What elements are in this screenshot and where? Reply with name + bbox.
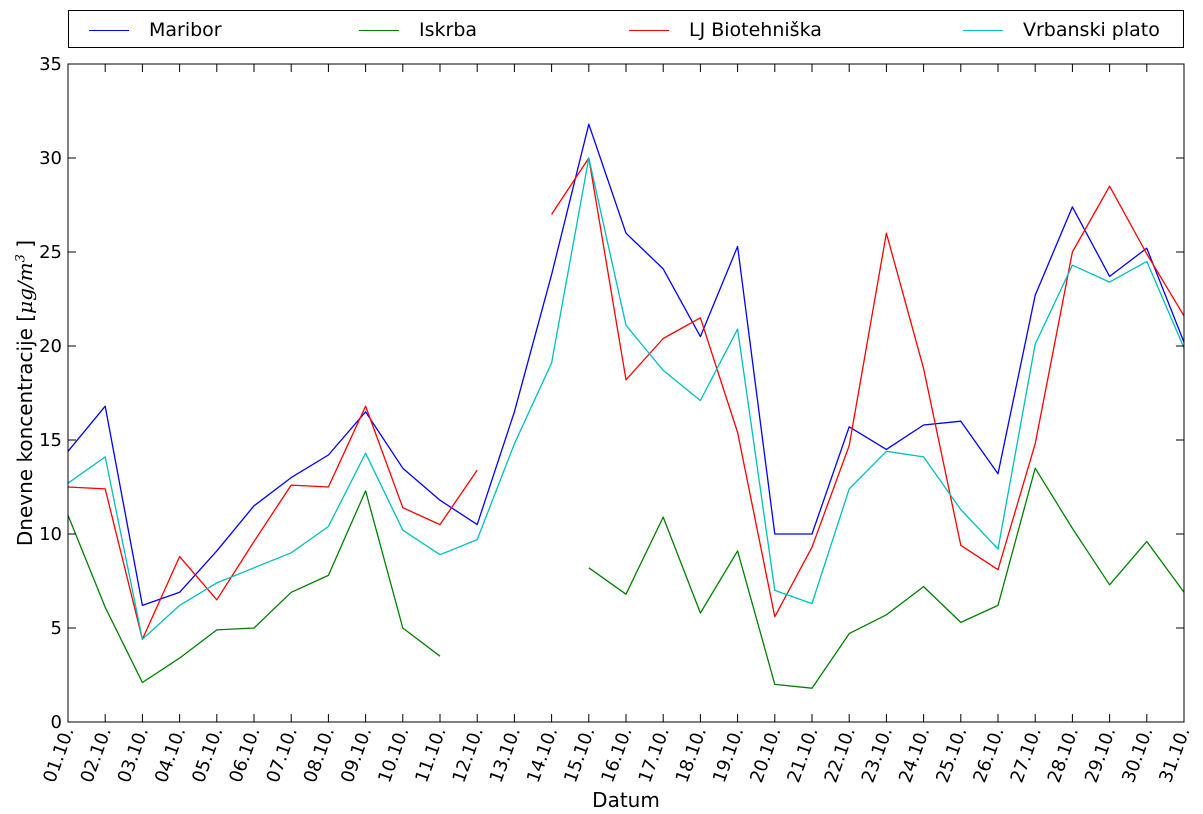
y-tick-label: 30 — [39, 148, 62, 169]
x-tick-label: 15.10. — [560, 725, 599, 786]
x-tick-label: 31.10. — [1155, 725, 1194, 786]
series-1 — [67, 467, 1185, 689]
legend-swatch — [629, 29, 669, 31]
y-tick-label: 35 — [39, 54, 62, 75]
x-tick-label: 25.10. — [932, 725, 971, 786]
y-axis-label: Dnevne koncentracije [μg/m3 ] — [13, 240, 37, 546]
series-lines — [67, 123, 1185, 689]
series-line — [67, 123, 1185, 607]
x-tick-label: 20.10. — [746, 725, 785, 786]
y-tick-label: 10 — [39, 524, 62, 545]
series-line — [551, 157, 1185, 618]
legend-item-iskrba: Iskrba — [359, 11, 477, 49]
legend-label: Iskrba — [419, 19, 478, 41]
legend-item-lj-biotehniska: LJ Biotehniška — [629, 11, 822, 49]
legend-swatch — [89, 29, 129, 31]
y-tick-label: 5 — [51, 618, 62, 639]
x-tick-label: 22.10. — [821, 725, 860, 786]
y-axis-label-text: Dnevne koncentracije [ — [13, 313, 37, 547]
x-tick-label: 27.10. — [1007, 725, 1046, 786]
x-tick-label: 28.10. — [1044, 725, 1083, 786]
x-tick-label: 30.10. — [1118, 725, 1157, 786]
x-axis-label: Datum — [592, 788, 660, 812]
series-2 — [67, 157, 1185, 640]
x-tick-label: 06.10. — [225, 725, 264, 786]
y-axis-label-wrap: Dnevne koncentracije [μg/m3 ] — [0, 64, 50, 722]
y-tick-label: 15 — [39, 430, 62, 451]
x-tick-label: 10.10. — [374, 725, 413, 786]
x-tick-label: 08.10. — [300, 725, 339, 786]
x-tick-label: 26.10. — [969, 725, 1008, 786]
series-line — [67, 490, 441, 684]
x-tick-label: 07.10. — [263, 725, 302, 786]
y-tick-label: 25 — [39, 242, 62, 263]
x-tick-label: 09.10. — [337, 725, 376, 786]
x-tick-label: 13.10. — [486, 725, 525, 786]
plot-frame — [67, 63, 1185, 723]
x-tick-label: 12.10. — [449, 725, 488, 786]
legend: Maribor Iskrba LJ Biotehniška Vrbanski p… — [68, 10, 1184, 48]
legend-swatch — [359, 29, 399, 31]
legend-label: Vrbanski plato — [1023, 19, 1160, 41]
x-tick-label: 18.10. — [672, 725, 711, 786]
y-axis: 0 5 10 15 20 25 30 35 — [39, 54, 1184, 733]
x-tick-label: 11.10. — [411, 725, 450, 786]
series-line — [67, 157, 1185, 640]
legend-item-vrbanski-plato: Vrbanski plato — [963, 11, 1160, 49]
y-axis-unit-exponent: 3 — [13, 254, 29, 263]
x-tick-label: 14.10. — [523, 725, 562, 786]
series-0 — [67, 123, 1185, 607]
y-tick-label: 0 — [51, 712, 62, 733]
x-tick-label: 05.10. — [188, 725, 227, 786]
y-tick-label: 20 — [39, 336, 62, 357]
x-tick-label: 23.10. — [858, 725, 897, 786]
x-tick-label: 16.10. — [597, 725, 636, 786]
y-axis-label-close: ] — [13, 239, 37, 255]
series-line — [67, 405, 478, 640]
x-tick-label: 29.10. — [1081, 725, 1120, 786]
x-tick-label: 19.10. — [709, 725, 748, 786]
x-tick-label: 24.10. — [895, 725, 934, 786]
x-axis: 01.10.02.10.03.10.04.10.05.10.06.10.07.1… — [39, 64, 1195, 786]
x-tick-label: 03.10. — [114, 725, 153, 786]
legend-label: LJ Biotehniška — [689, 19, 822, 41]
series-line — [588, 467, 1185, 689]
y-axis-unit: μg/m — [13, 262, 37, 314]
x-tick-label: 02.10. — [77, 725, 116, 786]
x-tick-label: 17.10. — [635, 725, 674, 786]
x-tick-label: 04.10. — [151, 725, 190, 786]
legend-swatch — [963, 29, 1003, 31]
x-tick-label: 01.10. — [39, 725, 78, 786]
legend-label: Maribor — [149, 19, 222, 41]
legend-item-maribor: Maribor — [89, 11, 222, 49]
x-tick-label: 21.10. — [783, 725, 822, 786]
series-3 — [67, 157, 1185, 640]
